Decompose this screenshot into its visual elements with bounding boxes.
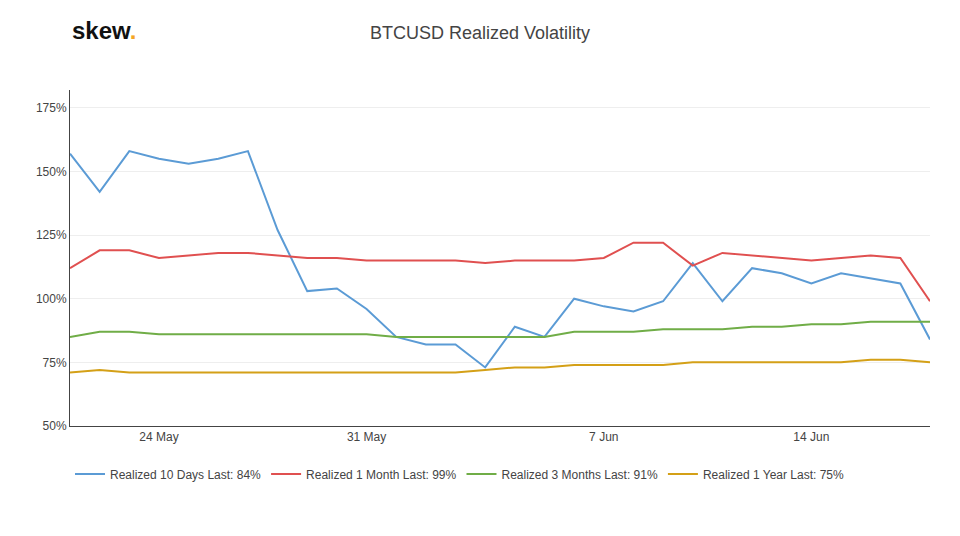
- svg-text:14 Jun: 14 Jun: [793, 430, 829, 444]
- svg-text:50%: 50%: [43, 419, 67, 433]
- svg-text:Realized 3 Months Last: 91%: Realized 3 Months Last: 91%: [501, 468, 657, 482]
- svg-text:skew.: skew.: [72, 17, 137, 44]
- svg-text:175%: 175%: [36, 101, 67, 115]
- svg-text:100%: 100%: [36, 292, 67, 306]
- svg-text:31 May: 31 May: [347, 430, 386, 444]
- svg-text:Realized 10 Days Last: 84%: Realized 10 Days Last: 84%: [110, 468, 261, 482]
- svg-text:150%: 150%: [36, 165, 67, 179]
- svg-text:24 May: 24 May: [139, 430, 178, 444]
- svg-text:7 Jun: 7 Jun: [589, 430, 618, 444]
- svg-text:75%: 75%: [43, 356, 67, 370]
- svg-text:Realized 1 Month Last: 99%: Realized 1 Month Last: 99%: [306, 468, 456, 482]
- svg-text:125%: 125%: [36, 228, 67, 242]
- svg-text:BTCUSD Realized Volatility: BTCUSD Realized Volatility: [370, 23, 590, 43]
- svg-text:Realized 1 Year Last: 75%: Realized 1 Year Last: 75%: [703, 468, 844, 482]
